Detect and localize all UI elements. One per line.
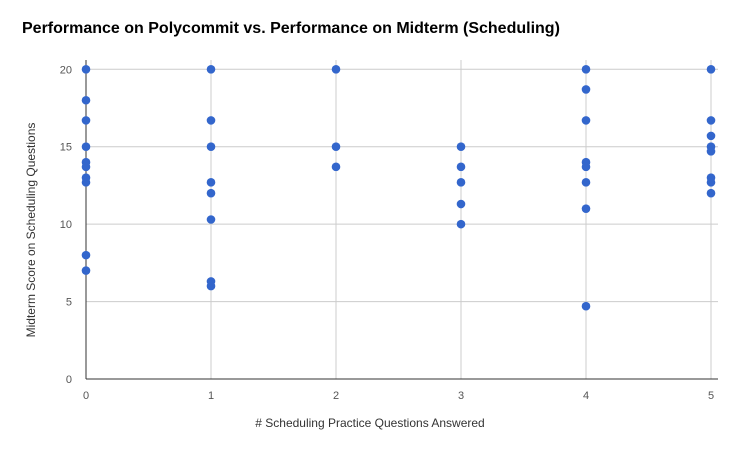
x-tick-label: 4 — [583, 390, 589, 402]
data-point — [206, 116, 216, 125]
data-point — [81, 95, 91, 105]
grid-layer — [86, 60, 718, 379]
y-tick-label: 15 — [60, 142, 72, 154]
data-point — [581, 301, 591, 311]
data-point — [81, 266, 91, 275]
data-point — [706, 188, 716, 198]
x-tick-label: 3 — [458, 390, 464, 402]
data-point — [81, 250, 91, 260]
points-layer — [81, 64, 716, 311]
axis-layer: 0 5 10 15 20 0 1 2 3 4 5 — [60, 60, 718, 402]
data-point — [581, 116, 591, 125]
data-point — [581, 85, 591, 94]
data-point — [456, 162, 466, 172]
x-tick-label: 5 — [708, 390, 714, 402]
data-point — [706, 147, 716, 156]
data-point — [456, 142, 466, 152]
x-tick-label: 1 — [208, 390, 214, 402]
data-point — [581, 178, 591, 187]
data-point — [206, 142, 216, 152]
data-point — [206, 64, 216, 74]
y-tick-label: 5 — [66, 297, 72, 309]
data-point — [581, 204, 591, 213]
data-point — [81, 116, 91, 125]
data-point — [581, 162, 591, 172]
x-tick-label: 2 — [333, 390, 339, 402]
data-point — [456, 199, 466, 209]
data-point — [331, 64, 341, 74]
data-point — [706, 131, 716, 141]
data-point — [706, 64, 716, 74]
data-point — [706, 116, 716, 125]
chart-title: Performance on Polycommit vs. Performanc… — [22, 20, 560, 37]
data-point — [206, 188, 216, 198]
data-point — [581, 64, 591, 74]
y-tick-label: 20 — [60, 64, 72, 76]
y-tick-label: 10 — [60, 219, 72, 231]
data-point — [706, 178, 716, 187]
data-point — [206, 281, 216, 291]
data-point — [331, 142, 341, 152]
x-axis-title: # Scheduling Practice Questions Answered — [255, 416, 484, 430]
data-point — [456, 219, 466, 229]
data-point — [456, 178, 466, 187]
y-axis-title: Midterm Score on Scheduling Questions — [24, 123, 38, 338]
data-point — [81, 64, 91, 74]
data-point — [81, 162, 91, 172]
data-point — [81, 178, 91, 187]
y-tick-label: 0 — [66, 374, 72, 386]
x-tick-label: 0 — [83, 390, 89, 402]
data-point — [331, 162, 341, 172]
data-point — [81, 142, 91, 152]
data-point — [206, 178, 216, 187]
data-point — [206, 215, 216, 224]
